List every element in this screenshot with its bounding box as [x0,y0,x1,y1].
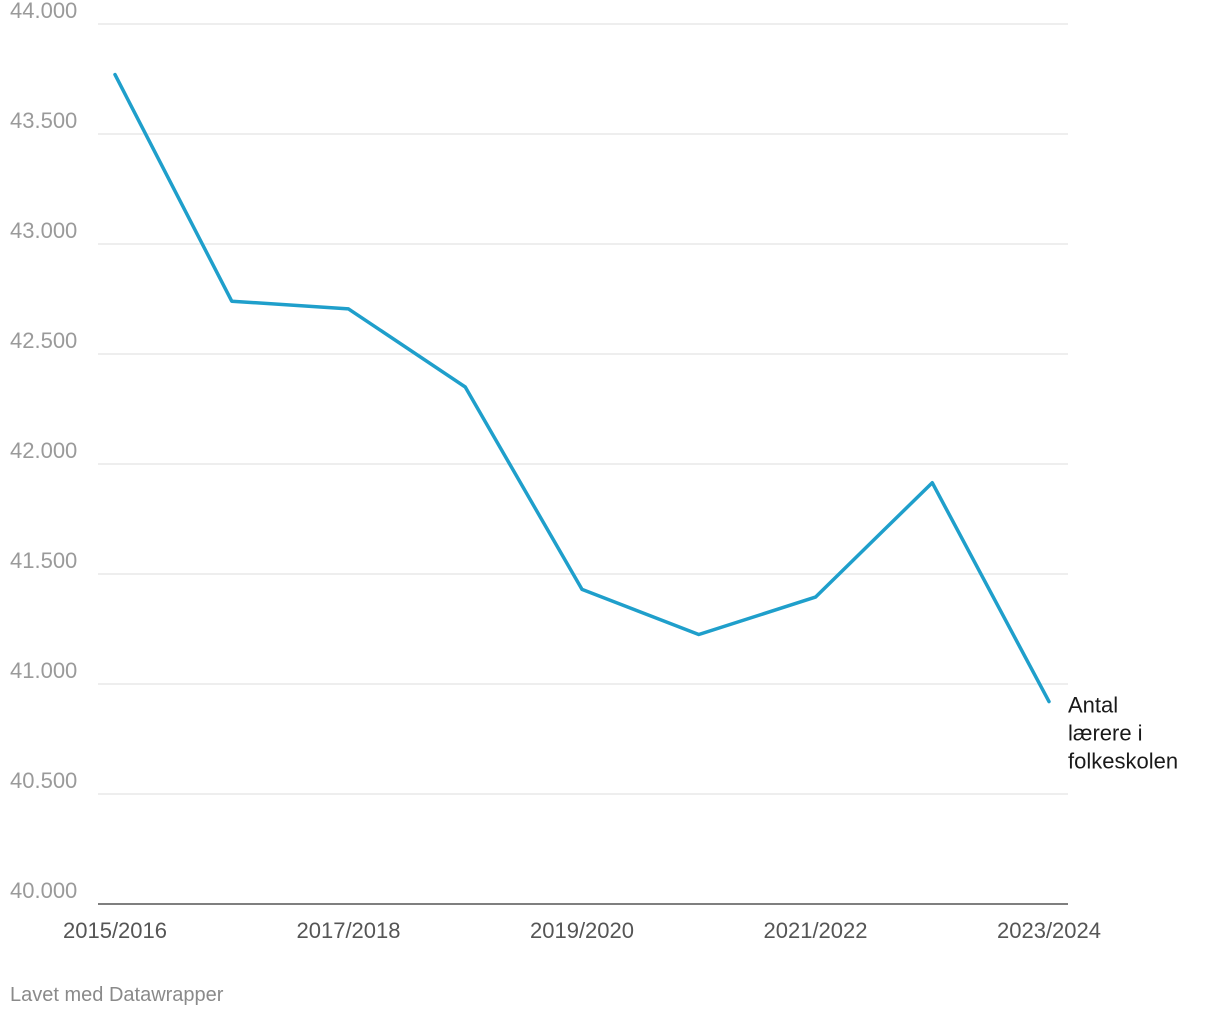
x-tick-label: 2017/2018 [297,918,401,943]
series-label-layer: Antal lærere i folkeskolen [1068,693,1178,774]
x-tick-label: 2015/2016 [63,918,167,943]
y-tick-label: 42.000 [10,438,77,463]
y-tick-label: 43.500 [10,108,77,133]
credit-text: Lavet med Datawrapper [10,984,224,1006]
series-label: Antal [1068,693,1118,718]
y-tick-label: 41.000 [10,658,77,683]
y-axis: 40.000 40.500 41.000 41.500 42.000 42.500 43.0… [10,0,77,903]
grid-layer [98,23,1068,905]
x-axis: 2015/2016 2017/2018 2019/2020 2021/2022 2023… [63,918,1101,943]
y-tick-label: 42.500 [10,328,77,353]
line-chart: 40.000 40.500 41.000 41.500 42.000 42.500 43.0… [10,0,1178,943]
y-tick-label: 43.000 [10,218,77,243]
series-line [113,72,1051,704]
series-label: lærere i [1068,721,1143,746]
y-tick-label: 40.000 [10,878,77,903]
x-tick-label: 2019/2020 [530,918,634,943]
x-tick-label: 2023/2024 [997,918,1101,943]
x-tick-label: 2021/2022 [764,918,868,943]
y-tick-label: 40.500 [10,768,77,793]
y-tick-label: 41.500 [10,548,77,573]
y-tick-label: 44.000 [10,0,77,23]
series-label: folkeskolen [1068,749,1178,774]
series-layer [113,72,1051,704]
